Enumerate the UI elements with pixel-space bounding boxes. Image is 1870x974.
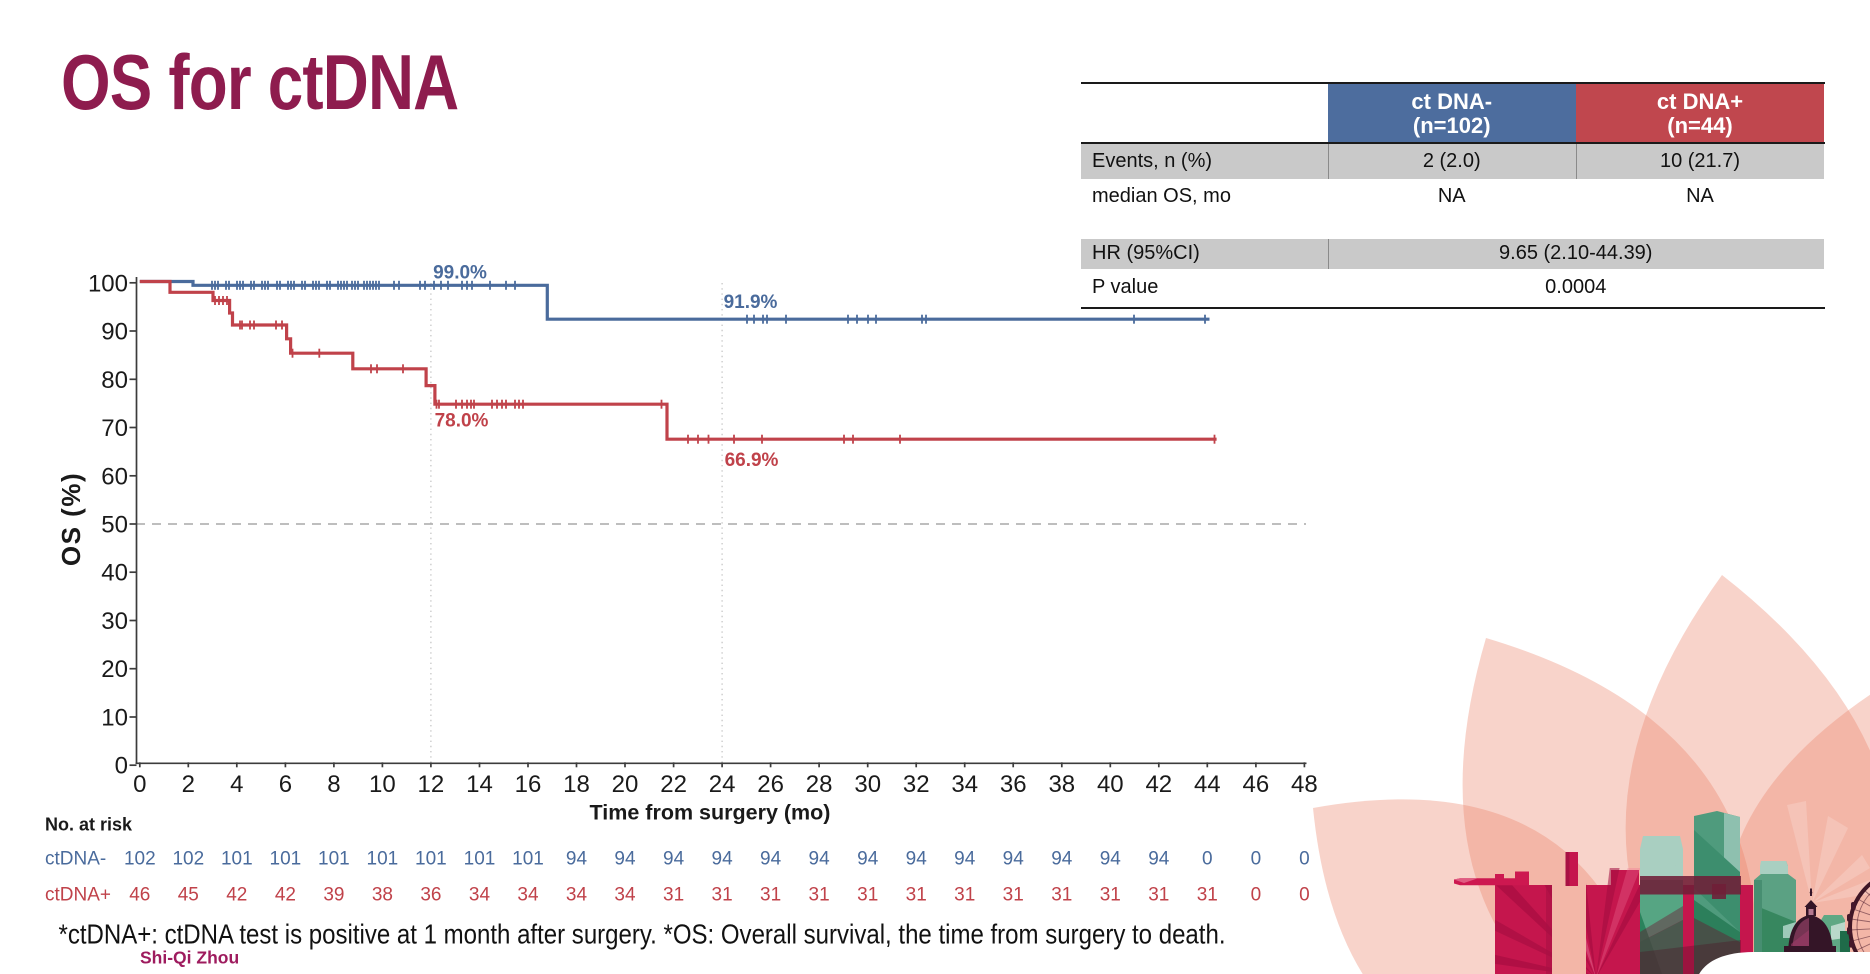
svg-text:0: 0 — [1251, 849, 1262, 870]
svg-text:101: 101 — [512, 849, 544, 870]
svg-text:31: 31 — [663, 884, 684, 905]
svg-text:60: 60 — [101, 463, 128, 490]
svg-text:34: 34 — [566, 884, 588, 905]
svg-text:12: 12 — [418, 771, 445, 798]
svg-text:2: 2 — [182, 771, 195, 798]
svg-text:101: 101 — [367, 849, 399, 870]
svg-text:46: 46 — [129, 884, 150, 905]
svg-text:39: 39 — [323, 884, 344, 905]
svg-text:94: 94 — [566, 849, 588, 870]
svg-text:*ctDNA+: ctDNA test is positiv: *ctDNA+: ctDNA test is positive at 1 mon… — [59, 919, 1226, 950]
svg-text:94: 94 — [614, 849, 636, 870]
svg-text:94: 94 — [1003, 849, 1025, 870]
svg-text:102: 102 — [172, 849, 204, 870]
svg-text:38: 38 — [372, 884, 393, 905]
svg-text:16: 16 — [515, 771, 542, 798]
svg-text:ctDNA-: ctDNA- — [45, 849, 106, 870]
svg-text:99.0%: 99.0% — [433, 263, 487, 284]
svg-text:94: 94 — [1100, 849, 1122, 870]
svg-text:38: 38 — [1048, 771, 1075, 798]
svg-text:94: 94 — [906, 849, 928, 870]
svg-text:48: 48 — [1291, 771, 1318, 798]
svg-text:20: 20 — [101, 656, 128, 683]
svg-text:22: 22 — [660, 771, 687, 798]
svg-text:31: 31 — [760, 884, 781, 905]
svg-text:0: 0 — [133, 771, 146, 798]
svg-text:42: 42 — [275, 884, 296, 905]
svg-text:94: 94 — [663, 849, 685, 870]
svg-text:18: 18 — [563, 771, 590, 798]
svg-text:30: 30 — [101, 608, 128, 635]
svg-text:40: 40 — [101, 560, 128, 587]
svg-text:31: 31 — [1003, 884, 1024, 905]
svg-text:101: 101 — [221, 849, 253, 870]
svg-text:101: 101 — [464, 849, 496, 870]
svg-text:0: 0 — [1299, 849, 1310, 870]
svg-text:6: 6 — [279, 771, 292, 798]
svg-text:44: 44 — [1194, 771, 1221, 798]
svg-text:31: 31 — [857, 884, 878, 905]
svg-text:34: 34 — [614, 884, 636, 905]
svg-text:101: 101 — [318, 849, 350, 870]
svg-text:26: 26 — [757, 771, 784, 798]
svg-text:94: 94 — [857, 849, 879, 870]
svg-text:45: 45 — [178, 884, 199, 905]
svg-text:4: 4 — [230, 771, 243, 798]
svg-text:31: 31 — [1100, 884, 1121, 905]
svg-text:Shi-Qi Zhou: Shi-Qi Zhou — [140, 948, 239, 968]
svg-text:28: 28 — [806, 771, 833, 798]
svg-text:30: 30 — [854, 771, 881, 798]
svg-text:70: 70 — [101, 415, 128, 442]
svg-text:10: 10 — [101, 705, 128, 732]
svg-text:101: 101 — [270, 849, 302, 870]
svg-text:10: 10 — [369, 771, 396, 798]
svg-text:94: 94 — [760, 849, 782, 870]
svg-text:42: 42 — [226, 884, 247, 905]
svg-text:50: 50 — [101, 512, 128, 539]
svg-text:91.9%: 91.9% — [724, 292, 778, 313]
svg-text:46: 46 — [1243, 771, 1270, 798]
svg-text:102: 102 — [124, 849, 156, 870]
svg-text:94: 94 — [809, 849, 831, 870]
svg-text:31: 31 — [906, 884, 927, 905]
svg-text:31: 31 — [1051, 884, 1072, 905]
svg-text:0: 0 — [1202, 849, 1213, 870]
svg-text:20: 20 — [612, 771, 639, 798]
svg-text:0: 0 — [115, 753, 128, 780]
svg-text:100: 100 — [88, 270, 128, 297]
svg-text:34: 34 — [951, 771, 978, 798]
svg-text:36: 36 — [420, 884, 441, 905]
svg-text:0: 0 — [1251, 884, 1262, 905]
svg-text:34: 34 — [469, 884, 491, 905]
svg-text:31: 31 — [1148, 884, 1169, 905]
svg-text:42: 42 — [1145, 771, 1172, 798]
svg-text:94: 94 — [1051, 849, 1073, 870]
svg-text:94: 94 — [1148, 849, 1170, 870]
svg-text:78.0%: 78.0% — [435, 411, 489, 432]
svg-text:8: 8 — [327, 771, 340, 798]
svg-text:No. at risk: No. at risk — [45, 815, 133, 835]
svg-text:24: 24 — [709, 771, 736, 798]
svg-text:94: 94 — [954, 849, 976, 870]
svg-text:40: 40 — [1097, 771, 1124, 798]
svg-text:ctDNA+: ctDNA+ — [45, 884, 111, 905]
svg-text:94: 94 — [712, 849, 734, 870]
svg-text:32: 32 — [903, 771, 930, 798]
svg-text:80: 80 — [101, 367, 128, 394]
svg-text:34: 34 — [517, 884, 539, 905]
svg-text:14: 14 — [466, 771, 493, 798]
svg-text:31: 31 — [954, 884, 975, 905]
svg-text:31: 31 — [712, 884, 733, 905]
svg-text:90: 90 — [101, 319, 128, 346]
svg-text:31: 31 — [809, 884, 830, 905]
svg-text:101: 101 — [415, 849, 447, 870]
svg-text:0: 0 — [1299, 884, 1310, 905]
svg-text:31: 31 — [1197, 884, 1218, 905]
svg-text:OS (%): OS (%) — [56, 472, 86, 566]
svg-text:66.9%: 66.9% — [725, 450, 779, 471]
svg-text:36: 36 — [1000, 771, 1027, 798]
svg-text:Time from surgery (mo): Time from surgery (mo) — [590, 801, 831, 825]
